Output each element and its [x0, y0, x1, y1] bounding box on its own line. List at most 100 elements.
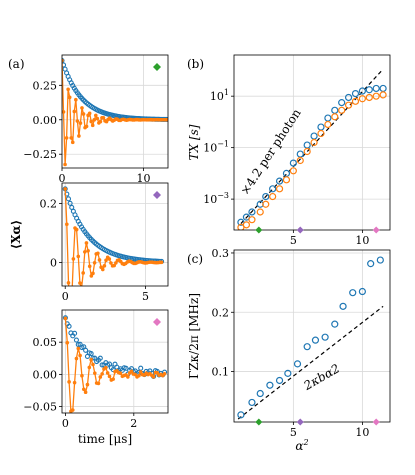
tick-label-y: 10−1	[203, 140, 229, 155]
tick-label-x: 10	[355, 234, 369, 247]
series-orange-point	[100, 372, 104, 376]
annotation-slope: ×4.2 per photon	[238, 106, 304, 197]
series-orange-point	[93, 371, 97, 375]
series-orange-point	[151, 375, 156, 379]
tick-exponent: 1	[224, 88, 229, 97]
tick-label-y: 0.2	[40, 198, 58, 211]
series-orange-point	[98, 119, 103, 124]
x-diamond-marker	[255, 226, 263, 234]
series-orange-point	[91, 362, 95, 367]
x-label-base: α	[295, 439, 303, 453]
panel-label-b: (b)	[187, 57, 204, 71]
series-orange-point	[84, 124, 89, 129]
panel-diamond-marker	[153, 318, 161, 326]
series-orange-point	[112, 263, 117, 268]
series-blue-point	[358, 87, 366, 95]
series-blue-point	[248, 208, 256, 216]
series-orange-point	[98, 375, 103, 379]
series-orange-point	[84, 241, 89, 245]
series-orange-point	[74, 97, 78, 102]
series-orange-point	[138, 370, 143, 374]
series-orange-point	[72, 380, 77, 385]
series-orange-point	[107, 257, 112, 261]
series-orange-point	[365, 93, 373, 102]
series-blue-point	[311, 336, 320, 344]
series-orange-point	[67, 95, 72, 100]
series-orange-point	[81, 112, 86, 116]
series-blue-point	[97, 355, 103, 361]
series-orange-point	[96, 251, 100, 256]
series-orange-point	[96, 381, 101, 386]
plot-area	[62, 186, 165, 286]
tick-label-x: 0	[62, 417, 69, 430]
series-orange-point	[81, 387, 86, 392]
series-blue-point	[310, 132, 318, 140]
series-orange-point	[310, 138, 318, 147]
series-orange-point	[100, 267, 105, 272]
series-orange-point	[78, 121, 83, 125]
series-orange-line	[64, 318, 166, 413]
series-orange-point	[74, 227, 79, 232]
series-blue-point	[317, 123, 325, 131]
series-orange-point	[351, 97, 360, 105]
panel-diamond-marker	[153, 191, 161, 199]
series-blue-point	[73, 337, 79, 343]
x-label-exponent: 2	[303, 438, 309, 447]
series-blue-point	[269, 185, 277, 193]
series-orange-point	[91, 271, 95, 276]
series-orange-point	[242, 221, 251, 229]
series-orange-point	[109, 261, 113, 265]
fit-line	[237, 305, 384, 420]
tick-label-y: 0.2	[212, 306, 230, 319]
y-axis-label: ⟨Xα⟩	[9, 220, 23, 250]
series-blue-point	[303, 343, 311, 351]
series-blue-point	[123, 365, 129, 371]
series-orange-point	[62, 58, 64, 63]
series-orange-point	[77, 134, 81, 138]
series-orange-point	[104, 258, 108, 263]
series-blue-point	[83, 347, 89, 353]
series-blue-point	[72, 330, 78, 336]
x-diamond-marker	[372, 418, 380, 426]
series-orange-point	[137, 373, 141, 378]
panel-a-middle: 0 5 0 0.2 ⟨Xα⟩	[9, 182, 169, 303]
series-orange-point	[85, 382, 90, 387]
series-blue-point	[349, 289, 357, 297]
series-orange-point	[87, 365, 92, 370]
series-orange-point	[324, 120, 332, 129]
series-blue-point	[242, 213, 251, 221]
series-orange-point	[105, 371, 110, 375]
series-orange-point	[92, 260, 97, 265]
series-orange-point	[358, 95, 366, 103]
series-orange-point	[67, 380, 71, 384]
series-orange-point	[69, 136, 74, 140]
panel-diamond-marker	[153, 63, 161, 71]
series-orange-point	[282, 176, 291, 184]
y-axis-label: TX [s]	[187, 124, 201, 160]
series-blue-point	[365, 86, 373, 94]
series-orange-point	[65, 222, 69, 227]
series-orange-point	[275, 185, 284, 193]
series-orange-point	[331, 113, 339, 121]
series-blue-point	[110, 367, 116, 373]
series-blue-point	[237, 218, 245, 226]
series-blue-point	[256, 389, 264, 398]
axes-frame	[233, 249, 391, 423]
series-orange-point	[80, 373, 84, 378]
plot-area	[62, 315, 168, 413]
series-blue-point	[303, 141, 311, 149]
series-blue-point	[99, 362, 105, 368]
series-blue-point	[275, 376, 284, 385]
series-orange-point	[317, 129, 325, 138]
series-orange-point	[89, 357, 93, 362]
series-orange-point	[107, 374, 112, 379]
series-blue-point	[358, 287, 366, 296]
tick-label-x: 10	[355, 426, 369, 439]
series-orange-point	[66, 281, 71, 285]
series-blue-point	[339, 302, 347, 310]
tick-label-y: 10−3	[203, 191, 229, 206]
series-orange-point	[63, 187, 68, 191]
series-orange-point	[372, 92, 380, 100]
series-orange-point	[83, 250, 87, 254]
